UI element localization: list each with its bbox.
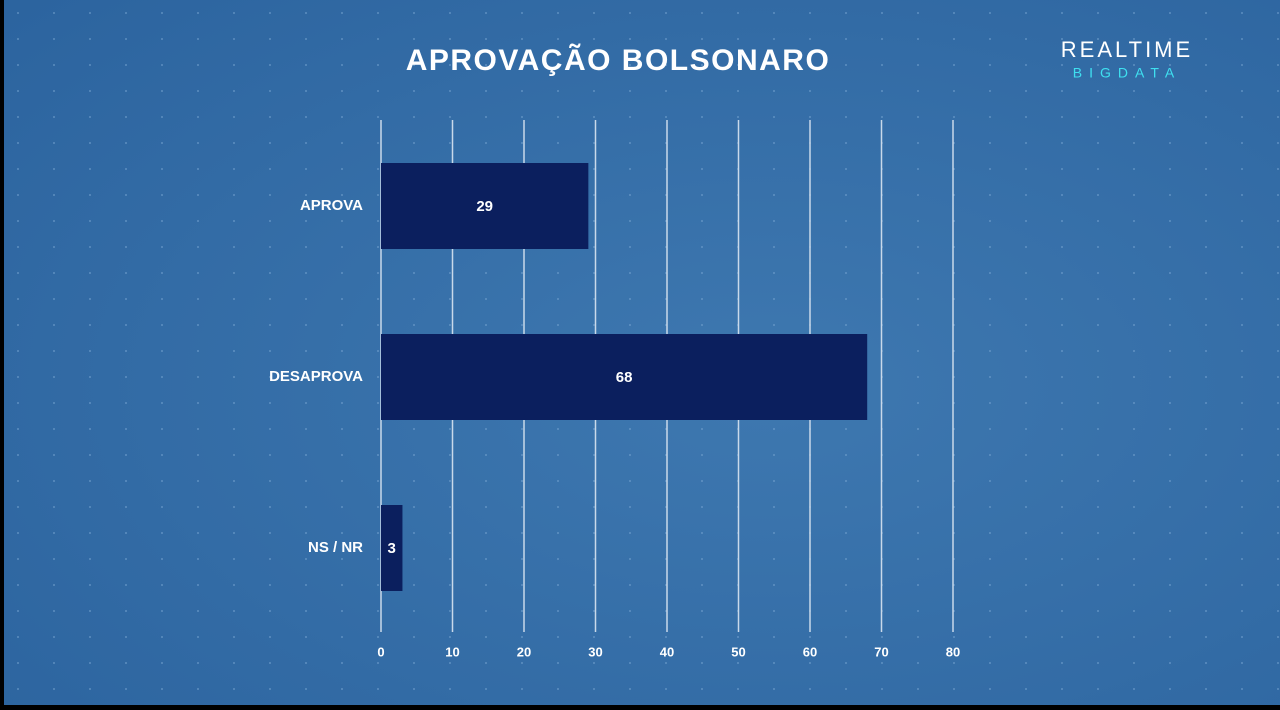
- logo-top: REALTIME: [1061, 37, 1193, 62]
- chart-title: APROVAÇÃO BOLSONARO: [406, 43, 831, 77]
- x-tick-label: 20: [517, 644, 531, 659]
- logo-bottom: BIGDATA: [1073, 65, 1181, 81]
- x-tick-label: 80: [946, 644, 960, 659]
- x-tick-label: 10: [445, 644, 459, 659]
- value-label: 29: [476, 198, 493, 215]
- y-tick-label: APROVA: [300, 197, 363, 214]
- y-tick-label: NS / NR: [308, 539, 363, 556]
- x-tick-label: 0: [377, 644, 384, 659]
- x-tick-label: 60: [803, 644, 817, 659]
- bar: [381, 334, 868, 420]
- value-label: 3: [388, 540, 396, 557]
- bar: [381, 163, 589, 249]
- value-label: 68: [616, 369, 633, 386]
- x-tick-label: 70: [874, 644, 888, 659]
- x-tick-label: 40: [660, 644, 674, 659]
- y-tick-label: DESAPROVA: [269, 368, 363, 385]
- bar: [381, 505, 403, 591]
- x-tick-label: 50: [731, 644, 745, 659]
- x-tick-label: 30: [588, 644, 602, 659]
